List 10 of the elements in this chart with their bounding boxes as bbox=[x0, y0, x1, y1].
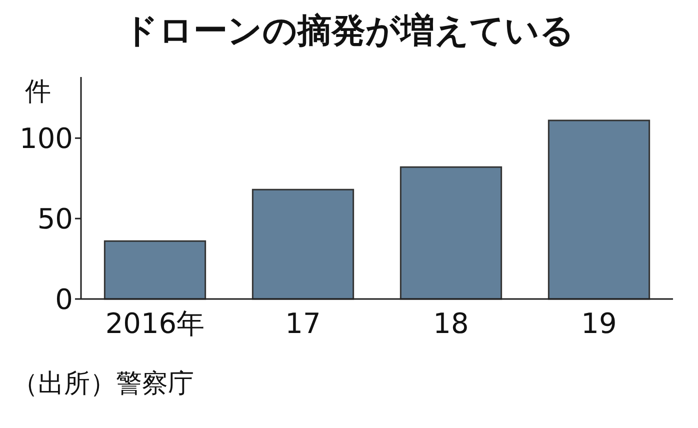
y-tick-label: 0 bbox=[55, 283, 73, 316]
y-axis-title: 件 bbox=[25, 77, 51, 107]
y-tick-label: 50 bbox=[37, 202, 73, 236]
x-tick-label: 17 bbox=[285, 307, 321, 340]
x-tick-label: 18 bbox=[433, 307, 469, 340]
x-tick-label: 2016年 bbox=[105, 307, 205, 340]
y-tick-label: 100 bbox=[20, 122, 73, 156]
x-tick-label: 19 bbox=[581, 307, 617, 340]
text: （出所）警察庁 bbox=[12, 369, 194, 399]
chart-title: ドローンの摘発が増えている bbox=[124, 11, 574, 51]
